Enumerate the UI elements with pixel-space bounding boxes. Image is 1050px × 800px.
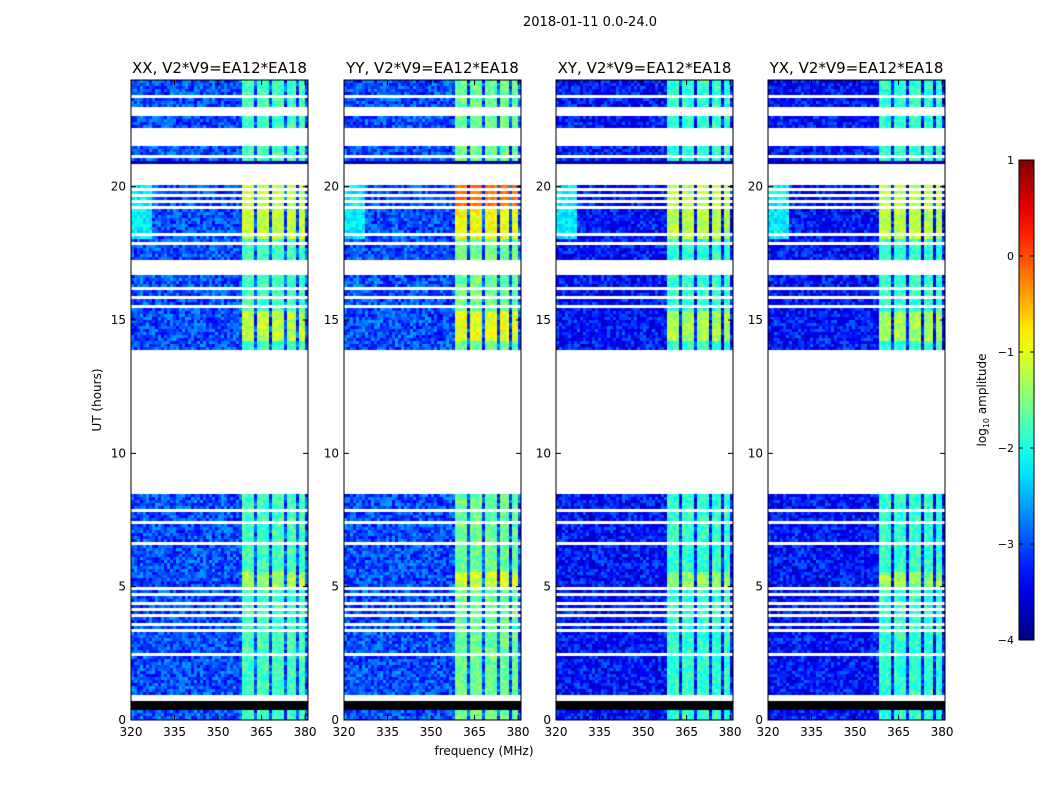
colorbar-tick-label: −1: [998, 346, 1014, 359]
colorbar-tick-label: 0: [1007, 250, 1014, 263]
panel-xx: XX, V2*V9=EA12*EA18 320 335 350 365 380 0 5 10 15…: [111, 59, 317, 739]
panels: XX, V2*V9=EA12*EA18 320 335 350 365 380 0 5 10 15…: [111, 59, 954, 739]
x-tick-label: 335: [163, 725, 186, 739]
x-tick-label: 350: [207, 725, 230, 739]
y-axis-label: UT (hours): [90, 368, 104, 431]
y-tick-label: 10: [324, 446, 339, 460]
y-tick-label: 0: [331, 713, 339, 727]
panel-title: XX, V2*V9=EA12*EA18: [132, 59, 307, 77]
y-tick-label: 5: [543, 580, 551, 594]
x-tick-label: 350: [844, 725, 867, 739]
x-tick-label: 365: [250, 725, 273, 739]
y-tick-label: 10: [748, 446, 763, 460]
colorbar-tick-label: −4: [998, 634, 1014, 647]
heatmap-xx: [131, 80, 308, 720]
y-tick-label: 20: [111, 180, 126, 194]
y-tick-label: 20: [748, 180, 763, 194]
y-tick-label: 0: [118, 713, 126, 727]
colorbar-tick-label: −2: [998, 442, 1014, 455]
y-tick-label: 20: [536, 180, 551, 194]
x-tick-label: 380: [294, 725, 317, 739]
heatmap-yx: [768, 80, 945, 720]
x-tick-label: 335: [800, 725, 823, 739]
y-tick-label: 15: [748, 313, 763, 327]
panel-frame: [767, 79, 946, 721]
x-tick-label: 320: [545, 725, 568, 739]
y-tick-label: 0: [543, 713, 551, 727]
x-tick-label: 350: [632, 725, 655, 739]
y-tick-label: 15: [111, 313, 126, 327]
y-tick-label: 5: [755, 580, 763, 594]
x-tick-label: 365: [675, 725, 698, 739]
panel-title: XY, V2*V9=EA12*EA18: [558, 59, 732, 77]
x-tick-label: 320: [757, 725, 780, 739]
panel-frame: [130, 79, 309, 721]
x-tick-label: 335: [376, 725, 399, 739]
panel-title: YY, V2*V9=EA12*EA18: [345, 59, 519, 77]
y-tick-label: 0: [755, 713, 763, 727]
heatmap-yy: [344, 80, 521, 720]
panel-frame: [555, 79, 734, 721]
x-tick-label: 350: [420, 725, 443, 739]
panel-xy: XY, V2*V9=EA12*EA18 320 335 350 365 380 0 5 10 15…: [536, 59, 742, 739]
x-tick-label: 335: [588, 725, 611, 739]
x-axis-label: frequency (MHz): [434, 744, 533, 758]
panel-yx: YX, V2*V9=EA12*EA18 320 335 350 365 380 0 5 10 15…: [748, 59, 954, 739]
colorbar-tick-label: 1: [1007, 154, 1014, 167]
x-tick-label: 380: [507, 725, 530, 739]
x-tick-label: 365: [463, 725, 486, 739]
y-tick-label: 5: [118, 580, 126, 594]
y-tick-label: 10: [111, 446, 126, 460]
panel-yy: YY, V2*V9=EA12*EA18 320 335 350 365 380 0 5 10 15…: [324, 59, 530, 739]
y-tick-label: 15: [536, 313, 551, 327]
colorbar-tick-label: −3: [998, 538, 1014, 551]
x-tick-label: 380: [719, 725, 742, 739]
y-tick-label: 5: [331, 580, 339, 594]
colorbar-label: log10 amplitude: [975, 354, 991, 447]
colorbar-gradient: [1018, 159, 1035, 641]
x-tick-label: 365: [887, 725, 910, 739]
y-tick-label: 10: [536, 446, 551, 460]
y-tick-label: 15: [324, 313, 339, 327]
y-tick-label: 20: [324, 180, 339, 194]
x-tick-label: 320: [333, 725, 356, 739]
panel-title: YX, V2*V9=EA12*EA18: [769, 59, 944, 77]
panel-frame: [343, 79, 522, 721]
heatmap-xy: [556, 80, 733, 720]
x-tick-label: 320: [120, 725, 143, 739]
colorbar: 1 0 −1 −2 −3 −4 log10 amplitude: [975, 154, 1035, 647]
x-tick-label: 380: [931, 725, 954, 739]
figure-title: 2018-01-11 0.0-24.0: [523, 15, 657, 30]
